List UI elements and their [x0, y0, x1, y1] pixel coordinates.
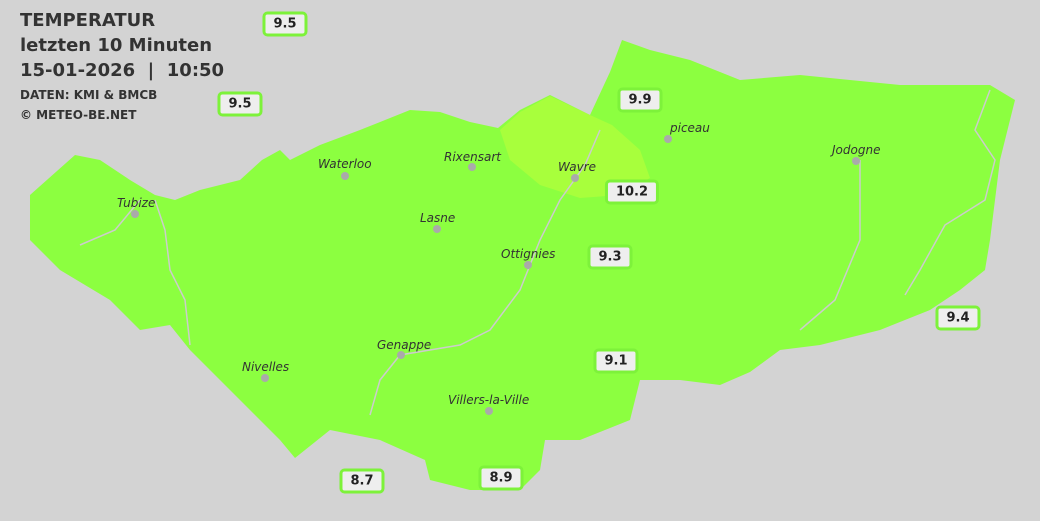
map-subtitle: letzten 10 Minuten — [20, 35, 213, 56]
river — [369, 129, 601, 416]
copyright: © METEO-BE.NET — [20, 108, 137, 122]
temperature-label[interactable]: 10.2 — [604, 179, 660, 205]
city-label: Genappe — [377, 338, 432, 352]
temperature-label[interactable]: 9.4 — [935, 305, 981, 331]
city-label: Tubize — [117, 196, 156, 210]
city-marker — [485, 407, 493, 415]
temperature-label[interactable]: 8.7 — [339, 468, 385, 494]
city-label: Nivelles — [242, 360, 290, 374]
city-marker — [433, 225, 441, 233]
data-source: DATEN: KMI & BMCB — [20, 88, 158, 102]
warm-zone — [500, 96, 650, 198]
city-marker — [524, 261, 532, 269]
temperature-label[interactable]: 9.1 — [593, 348, 639, 374]
temperature-label[interactable]: 8.9 — [478, 465, 524, 491]
city-marker — [397, 351, 405, 359]
river — [904, 89, 996, 296]
city-marker — [261, 374, 269, 382]
city-label: Villers-la-Ville — [448, 393, 530, 407]
temperature-label[interactable]: 9.5 — [262, 11, 308, 37]
city-marker — [852, 157, 860, 165]
city-label: Rixensart — [444, 150, 502, 164]
river — [154, 199, 191, 346]
city-marker — [131, 210, 139, 218]
map-datetime: 15-01-2026 | 10:50 — [20, 60, 225, 81]
city-marker — [468, 163, 476, 171]
province-area — [30, 40, 1015, 490]
river — [799, 160, 861, 331]
temperature-label[interactable]: 9.9 — [617, 87, 663, 113]
temperature-label[interactable]: 9.5 — [217, 91, 263, 117]
city-marker — [571, 174, 579, 182]
rivers — [79, 89, 996, 416]
temperature-label[interactable]: 9.3 — [587, 244, 633, 270]
city-label: Lasne — [420, 211, 456, 225]
city-label: Wavre — [558, 160, 596, 174]
city-label: Ottignies — [501, 247, 556, 261]
map-title: TEMPERATUR — [20, 10, 156, 31]
city-label: piceau — [670, 121, 710, 135]
city-label: Jodogne — [832, 143, 881, 157]
city-label: Waterloo — [318, 157, 372, 171]
city-marker — [664, 135, 672, 143]
city-marker — [341, 172, 349, 180]
